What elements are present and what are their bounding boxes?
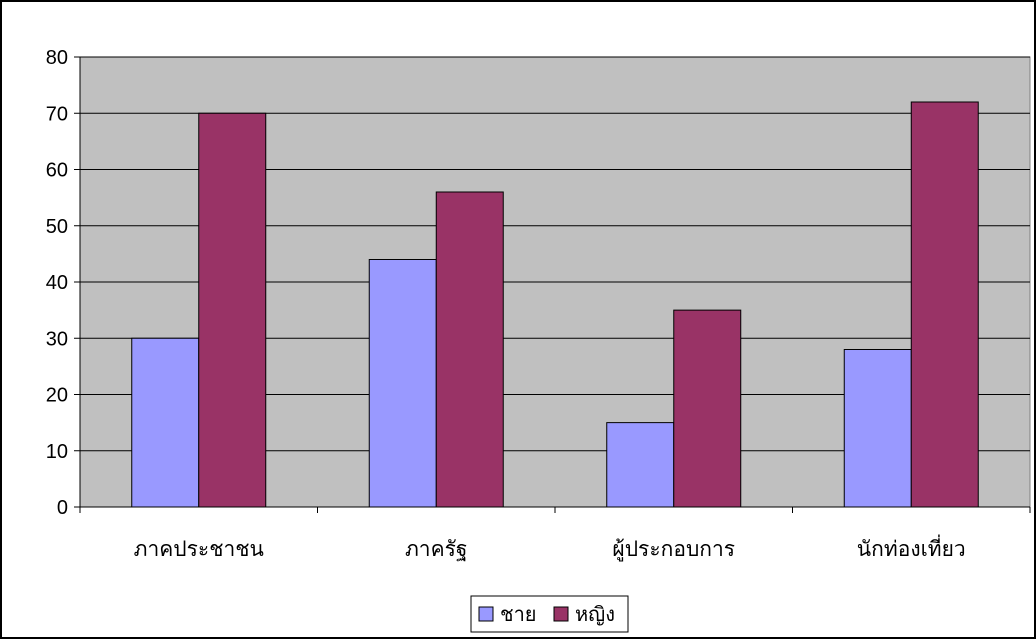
axes [74, 56, 1031, 513]
bar-female-1 [435, 191, 504, 508]
bars [131, 101, 979, 508]
bar-male-2 [606, 422, 675, 508]
x-category-label: ผู้ประกอบการ [612, 538, 735, 562]
y-tick-label: 0 [57, 497, 68, 519]
x-tick-labels: ภาคประชาชน ภาครัฐ ผู้ประกอบการ นักท่องเที่ย… [134, 534, 966, 562]
x-category-label: ภาคประชาชน [134, 538, 264, 561]
bar-female-2 [673, 309, 742, 508]
y-tick-label: 80 [46, 47, 68, 69]
y-tick-label: 40 [46, 272, 68, 294]
bar-male-3 [843, 349, 912, 508]
legend-swatch-male [478, 606, 494, 622]
legend-label-male: ชาย [500, 604, 537, 626]
bar-male-1 [368, 259, 437, 508]
legend: ชาย หญิง [470, 595, 629, 633]
y-tick-label: 10 [46, 441, 68, 463]
x-category-label: นักท่องเที่ยว [857, 534, 966, 561]
legend-label-female: หญิง [575, 604, 615, 626]
legend-swatch-female [553, 606, 569, 622]
legend-box [470, 595, 629, 633]
y-tick-label: 70 [46, 103, 68, 125]
bar-female-0 [198, 112, 267, 508]
x-category-label: ภาครัฐ [405, 538, 468, 561]
y-tick-labels: 0 10 20 30 40 50 60 70 80 [46, 47, 68, 519]
bar-male-0 [131, 337, 200, 508]
y-tick-label: 30 [46, 328, 68, 350]
y-tick-label: 50 [46, 216, 68, 238]
y-tick-label: 60 [46, 160, 68, 182]
bar-female-3 [910, 101, 979, 508]
y-tick-label: 20 [46, 385, 68, 407]
